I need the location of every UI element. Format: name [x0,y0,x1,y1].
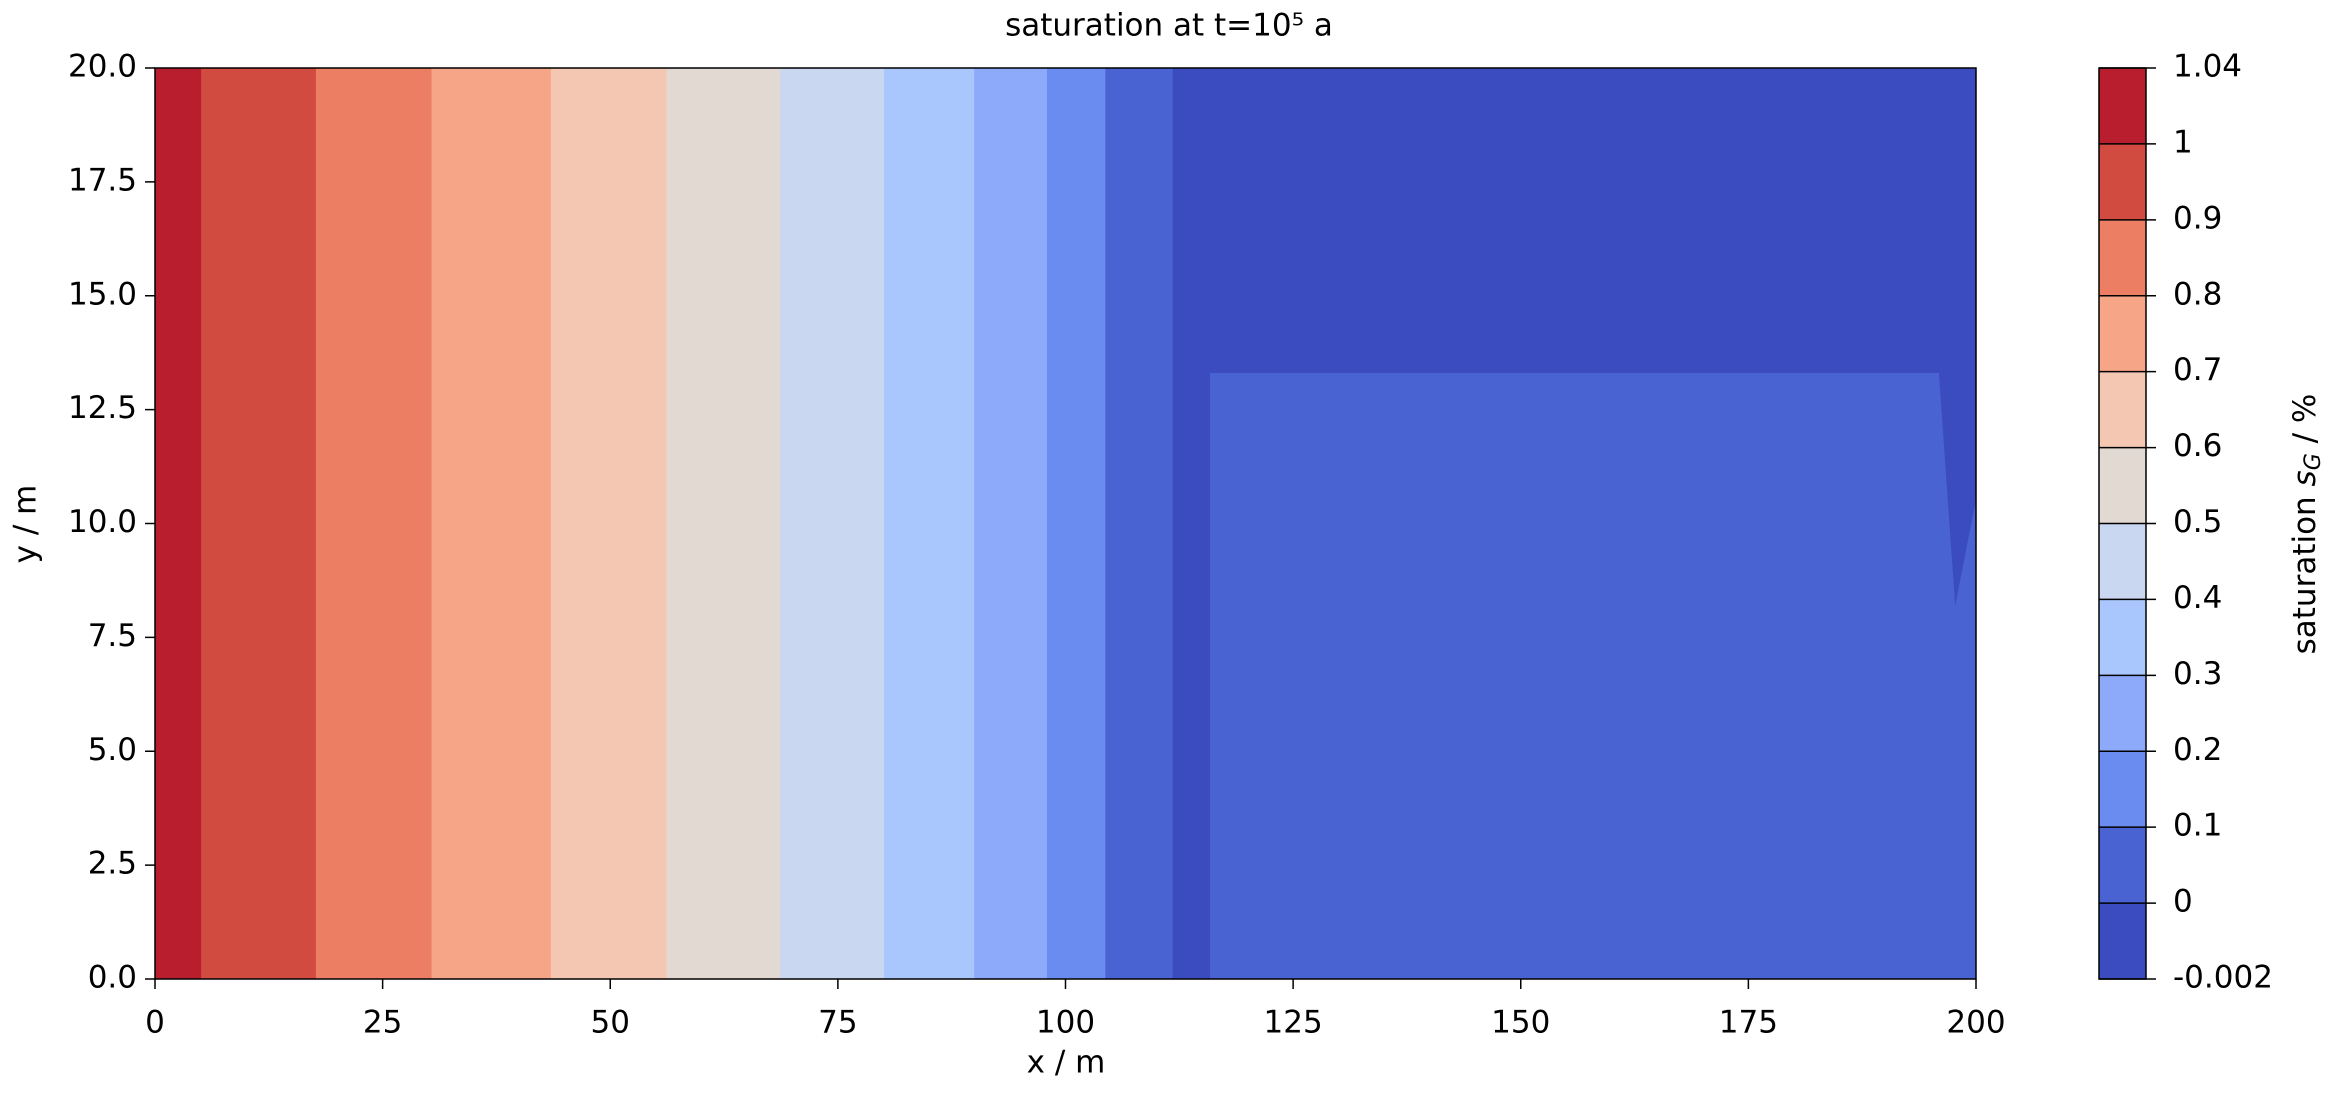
colorbar-segment [2099,751,2146,828]
contour-region [780,67,885,980]
contour-region [1105,67,1174,980]
colorbar-label-part: / % [2287,394,2323,454]
contour-region [154,67,202,980]
colorbar-segment [2099,903,2146,979]
y-axis-label: y / m [8,485,44,564]
colorbar-segment [2099,219,2146,296]
colorbar-tick-label: 1.04 [2173,49,2242,85]
colorbar-segment [2099,523,2146,600]
colorbar-tick-label: 0.4 [2173,580,2222,616]
chart-title: saturation at t=10⁵ a [1005,8,1333,44]
contour-region [666,67,781,980]
y-tick-label: 7.5 [88,618,137,654]
colorbar-tick-label: 0.2 [2173,732,2222,768]
contour-region [1210,372,1977,980]
colorbar-segment [2099,827,2146,904]
y-tick-label: 20.0 [68,49,137,85]
contour-region [884,67,975,980]
colorbar-segment [2099,371,2146,448]
colorbar-tick-label: 0.5 [2173,504,2222,540]
contour-region [974,67,1048,980]
y-tick-label: 0.0 [88,960,137,996]
contour-region [201,67,317,980]
x-tick-label: 50 [591,1005,630,1041]
colorbar-tick-label: 0.7 [2173,352,2222,388]
colorbar-tick-label: 0 [2173,884,2193,920]
x-tick-label: 0 [145,1005,165,1041]
x-axis-label: x / m [1027,1045,1106,1081]
contour-region [1047,67,1106,980]
colorbar-segment [2099,447,2146,524]
x-tick-label: 25 [363,1005,402,1041]
y-tick-label: 12.5 [68,390,137,426]
x-tick-label: 100 [1036,1005,1095,1041]
colorbar-tick-label: 0.6 [2173,428,2222,464]
colorbar-label-part: s [2287,470,2323,486]
colorbar-label: saturation sG / % [2287,394,2327,655]
colorbar-segment [2099,675,2146,752]
contour-region [315,67,433,980]
colorbar-frame [2098,67,2147,980]
colorbar-tick-label: 1 [2173,124,2193,160]
colorbar-segment [2099,68,2146,144]
y-tick-label: 5.0 [88,732,137,768]
y-tick-label: 2.5 [88,846,137,882]
colorbar-tick-label: -0.002 [2173,960,2273,996]
x-tick-label: 175 [1719,1005,1778,1041]
y-tick-label: 15.0 [68,276,137,312]
x-tick-label: 150 [1491,1005,1550,1041]
x-tick-label: 75 [818,1005,857,1041]
colorbar-segment [2099,295,2146,372]
x-tick-label: 200 [1946,1005,2005,1041]
colorbar-label-part: G [2301,453,2326,470]
contour-region [431,67,552,980]
colorbar-tick-label: 0.8 [2173,276,2222,312]
colorbar-label-part: saturation [2287,486,2323,654]
y-tick-label: 17.5 [68,162,137,198]
colorbar-segment [2099,599,2146,676]
x-tick-label: 125 [1264,1005,1323,1041]
colorbar-segment [2099,143,2146,220]
contour-region [550,67,667,980]
colorbar-tick-label: 0.3 [2173,656,2222,692]
colorbar-tick-label: 0.9 [2173,200,2222,236]
colorbar-tick-label: 0.1 [2173,808,2222,844]
y-tick-label: 10.0 [68,504,137,540]
